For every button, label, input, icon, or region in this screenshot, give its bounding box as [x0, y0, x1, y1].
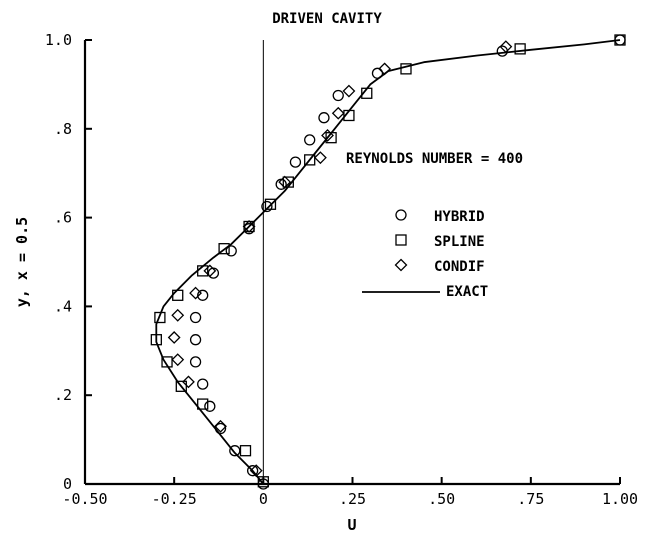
condif-point	[182, 375, 195, 389]
condif-point	[313, 151, 327, 165]
spline-point	[514, 43, 526, 55]
condif-point	[342, 84, 356, 98]
hybrid-point	[204, 400, 216, 412]
x-tick-label: 1.00	[602, 490, 638, 508]
y-axis-label: y, x = 0.5	[13, 217, 31, 307]
condif-point	[189, 286, 202, 300]
x-tick-label: .25	[339, 490, 366, 508]
spline-point	[161, 356, 173, 368]
spline-point	[257, 476, 269, 488]
x-tick-label: -0.50	[62, 490, 107, 508]
spline-point	[304, 154, 316, 166]
spline-point	[197, 398, 209, 410]
reynolds-annotation: REYNOLDS NUMBER = 400	[346, 151, 523, 167]
condif-point	[214, 419, 227, 433]
hybrid-point	[189, 334, 202, 346]
condif-point	[171, 353, 185, 367]
spline-point	[154, 311, 166, 324]
condif-point	[331, 106, 345, 120]
spline-point	[264, 198, 277, 210]
condif-point	[171, 308, 185, 322]
series-exact	[155, 39, 621, 485]
y-tick-label: .8	[54, 120, 72, 138]
legend: HYBRID SPLINE CONDIF EXACT	[362, 209, 488, 300]
legend-marker-condif	[394, 258, 408, 272]
hybrid-point	[189, 356, 202, 368]
condif-point	[167, 331, 181, 344]
x-tick-label: 0	[259, 490, 268, 508]
condif-point	[242, 220, 256, 233]
y-tick-label: 0	[63, 475, 72, 493]
chart-title: DRIVEN CAVITY	[272, 11, 382, 27]
spline-point	[400, 63, 412, 75]
x-axis-label: U	[347, 516, 356, 534]
y-tick-label: 1.0	[45, 31, 72, 49]
series-hybrid	[189, 34, 626, 490]
hybrid-point	[197, 289, 209, 301]
hybrid-point	[332, 89, 344, 102]
ticks: -0.50 -0.25 0 .25 .50 .75 1.00 0 .2 .4 .6 .8 1.0	[45, 31, 638, 508]
condif-point	[278, 175, 292, 189]
series-layer	[150, 34, 626, 490]
legend-label-exact: EXACT	[446, 284, 488, 300]
x-tick-label: .75	[517, 490, 544, 508]
hybrid-point	[189, 311, 202, 324]
hybrid-point	[246, 465, 259, 477]
legend-label-hybrid: HYBRID	[434, 209, 485, 225]
hybrid-point	[225, 245, 237, 257]
spline-point	[175, 380, 187, 392]
hybrid-point	[229, 445, 241, 457]
hybrid-point	[304, 134, 316, 146]
legend-label-condif: CONDIF	[434, 259, 485, 275]
condif-point	[203, 264, 217, 278]
legend-label-spline: SPLINE	[434, 234, 485, 250]
spline-point	[218, 243, 230, 255]
hybrid-point	[289, 156, 302, 168]
exact-solution-line	[155, 39, 621, 485]
legend-marker-hybrid	[395, 209, 407, 221]
hybrid-point	[318, 112, 330, 124]
series-condif	[167, 40, 513, 478]
y-tick-label: .6	[54, 209, 72, 227]
spline-point	[239, 445, 252, 457]
y-tick-label: .4	[54, 297, 72, 315]
hybrid-point	[496, 45, 508, 57]
hybrid-point	[261, 200, 273, 213]
y-tick-label: .2	[54, 386, 72, 404]
x-tick-label: -0.25	[152, 490, 197, 508]
legend-marker-spline	[395, 234, 407, 246]
x-tick-label: .50	[428, 490, 455, 508]
hybrid-point	[197, 378, 209, 390]
series-spline	[150, 34, 626, 488]
